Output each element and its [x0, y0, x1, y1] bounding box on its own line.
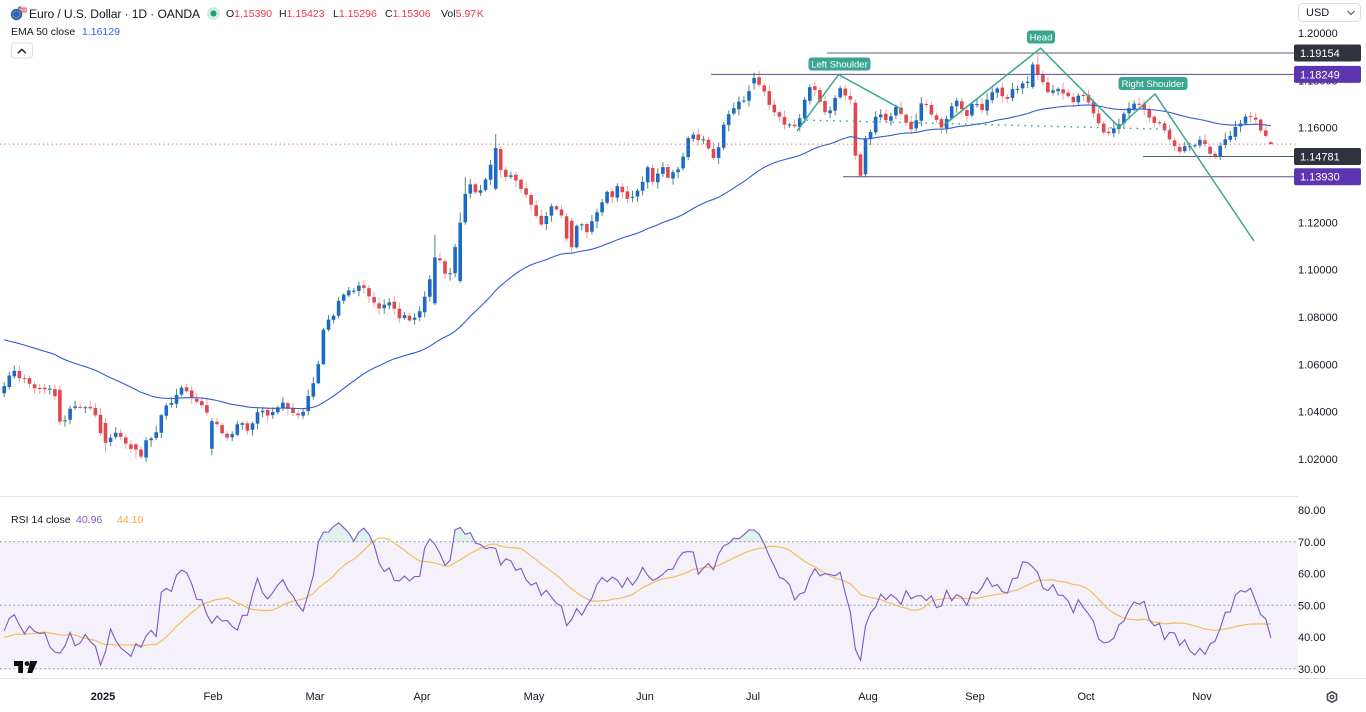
svg-text:Aug: Aug	[858, 691, 878, 703]
svg-text:Oct: Oct	[1077, 691, 1094, 703]
svg-text:EMA 50 close: EMA 50 close	[11, 26, 75, 38]
svg-text:40.96: 40.96	[76, 514, 102, 526]
svg-text:Mar: Mar	[306, 691, 325, 703]
svg-text:Head: Head	[1030, 32, 1053, 43]
svg-text:60.00: 60.00	[1298, 569, 1326, 581]
svg-text:1.02000: 1.02000	[1298, 454, 1338, 466]
svg-text:44.10: 44.10	[117, 514, 143, 526]
svg-text:RSI 14 close: RSI 14 close	[11, 514, 71, 526]
svg-text:80.00: 80.00	[1298, 505, 1326, 517]
svg-text:Vol5.97 K: Vol5.97 K	[441, 8, 484, 20]
svg-text:1.14781: 1.14781	[1300, 152, 1340, 164]
svg-text:C1.15306: C1.15306	[385, 8, 431, 20]
svg-text:70.00: 70.00	[1298, 537, 1326, 549]
svg-text:40.00: 40.00	[1298, 632, 1326, 644]
svg-text:1.18249: 1.18249	[1300, 69, 1340, 81]
svg-text:Feb: Feb	[204, 691, 223, 703]
svg-text:2025: 2025	[91, 691, 115, 703]
svg-text:Euro / U.S. Dollar · 1D · OAND: Euro / U.S. Dollar · 1D · OANDA	[29, 7, 201, 21]
svg-text:50.00: 50.00	[1298, 600, 1326, 612]
svg-text:1.20000: 1.20000	[1298, 28, 1338, 40]
svg-text:1.08000: 1.08000	[1298, 312, 1338, 324]
svg-text:Apr: Apr	[413, 691, 430, 703]
svg-text:O1.15390: O1.15390	[226, 8, 272, 20]
svg-text:1.06000: 1.06000	[1298, 359, 1338, 371]
svg-text:Jun: Jun	[636, 691, 654, 703]
svg-text:Nov: Nov	[1192, 691, 1212, 703]
svg-text:May: May	[524, 691, 545, 703]
svg-text:1.16129: 1.16129	[82, 26, 120, 38]
svg-text:Sep: Sep	[965, 691, 985, 703]
svg-text:30.00: 30.00	[1298, 664, 1326, 676]
svg-text:L1.15296: L1.15296	[333, 8, 377, 20]
svg-text:USD: USD	[1306, 7, 1329, 19]
svg-text:1.16000: 1.16000	[1298, 123, 1338, 135]
svg-text:1.13930: 1.13930	[1300, 172, 1340, 184]
svg-text:Left Shoulder: Left Shoulder	[811, 59, 868, 70]
svg-text:1.10000: 1.10000	[1298, 265, 1338, 277]
svg-text:1.19154: 1.19154	[1300, 48, 1340, 60]
svg-text:1.04000: 1.04000	[1298, 407, 1338, 419]
svg-text:H1.15423: H1.15423	[279, 8, 325, 20]
svg-text:1.12000: 1.12000	[1298, 217, 1338, 229]
svg-text:Right Shoulder: Right Shoulder	[1122, 79, 1185, 90]
svg-text:Jul: Jul	[746, 691, 760, 703]
